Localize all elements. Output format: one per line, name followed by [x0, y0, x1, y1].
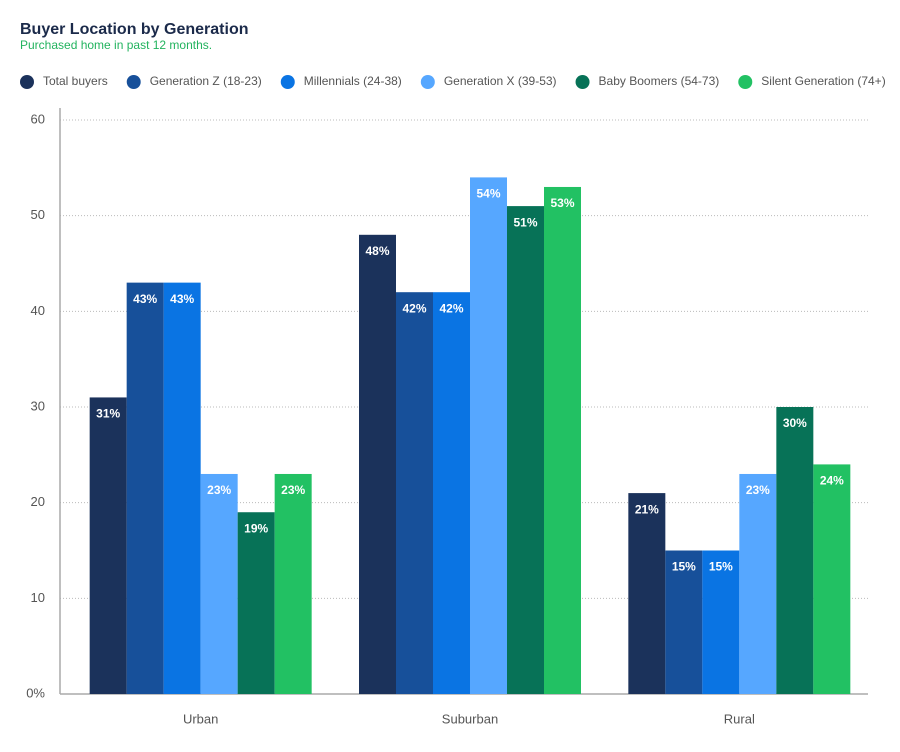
bar	[89, 397, 127, 694]
value-label: 24%	[820, 474, 844, 488]
bar	[274, 473, 312, 694]
legend-label: Total buyers	[43, 74, 108, 88]
value-label: 54%	[476, 187, 500, 201]
y-tick-label: 40	[31, 303, 45, 318]
y-tick-label: 20	[31, 494, 45, 509]
value-label: 42%	[439, 301, 463, 315]
legend-marker	[20, 75, 34, 89]
x-tick-label: Suburban	[442, 711, 498, 726]
x-tick-label: Urban	[183, 711, 218, 726]
legend-label: Millennials (24-38)	[304, 74, 402, 88]
legend-marker	[575, 75, 590, 89]
bar	[665, 550, 703, 694]
y-tick-label: 50	[31, 207, 45, 222]
legend-label: Generation X (39-53)	[444, 74, 557, 88]
chart-subtitle: Purchased home in past 12 months.	[20, 38, 212, 52]
value-label: 23%	[281, 483, 305, 497]
legend-marker	[280, 75, 295, 89]
value-label: 43%	[170, 292, 194, 306]
value-label: 51%	[513, 215, 537, 229]
value-label: 15%	[672, 560, 696, 574]
bar	[702, 550, 740, 694]
bar	[628, 493, 666, 694]
x-tick-label: Rural	[724, 711, 755, 726]
value-label: 30%	[783, 416, 807, 430]
y-tick-label: 60	[31, 111, 45, 126]
bar	[200, 473, 238, 694]
value-label: 42%	[402, 301, 426, 315]
bar	[544, 186, 581, 694]
bar	[237, 512, 275, 694]
value-label: 23%	[746, 483, 770, 497]
bar	[126, 282, 164, 694]
value-label: 21%	[635, 502, 659, 516]
value-label: 43%	[133, 292, 157, 306]
y-tick-label: 10	[31, 590, 45, 605]
value-label: 48%	[365, 244, 389, 258]
legend-marker	[420, 75, 435, 89]
bar	[163, 282, 201, 694]
bar	[359, 234, 396, 695]
y-tick-label: 30	[31, 398, 45, 413]
value-label: 19%	[244, 521, 268, 535]
value-label: 15%	[709, 560, 733, 574]
legend-label: Generation Z (18-23)	[150, 74, 262, 88]
legend-marker	[738, 75, 753, 89]
y-tick-label: 0%	[26, 685, 45, 700]
chart-title: Buyer Location by Generation	[20, 21, 248, 38]
bar	[433, 292, 470, 694]
bar	[813, 464, 851, 694]
value-label: 23%	[207, 483, 231, 497]
legend-label: Silent Generation (74+)	[761, 74, 885, 88]
bar	[396, 292, 433, 694]
bar	[776, 407, 814, 694]
legend-marker	[126, 75, 141, 89]
legend-label: Baby Boomers (54-73)	[599, 74, 720, 88]
value-label: 53%	[550, 196, 574, 210]
bar	[739, 473, 777, 694]
bar	[470, 177, 507, 694]
value-label: 31%	[96, 407, 120, 421]
bar	[507, 206, 544, 694]
